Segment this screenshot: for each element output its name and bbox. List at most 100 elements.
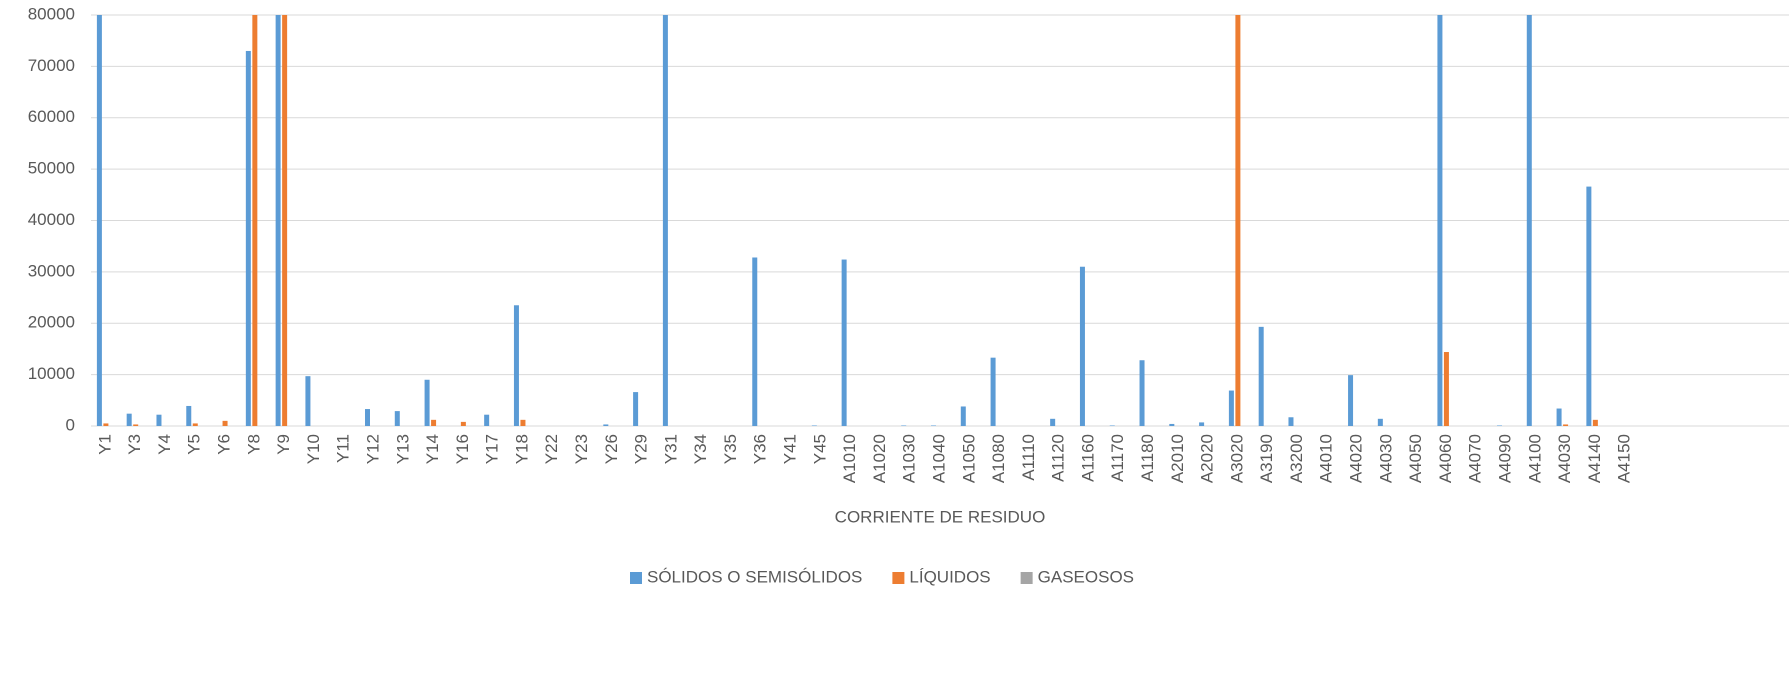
x-tick-label: A3190 <box>1257 434 1276 483</box>
x-tick-label: Y22 <box>542 434 561 464</box>
bar <box>1288 417 1294 426</box>
x-tick-label: A4090 <box>1495 434 1514 483</box>
bar <box>931 425 936 426</box>
legend-swatch <box>630 572 642 584</box>
bar <box>245 50 251 427</box>
x-tick-label: A1170 <box>1108 434 1127 482</box>
x-tick-label: A1180 <box>1138 434 1157 482</box>
legend-label: GASEOSOS <box>1038 567 1134 586</box>
legend-label: SÓLIDOS O SEMISÓLIDOS <box>647 567 862 586</box>
bar <box>1497 425 1502 426</box>
bar <box>1592 419 1598 426</box>
x-tick-label: Y10 <box>304 434 323 464</box>
x-tick-label: A4070 <box>1466 434 1485 483</box>
x-tick-label: Y45 <box>810 434 829 464</box>
x-tick-label: A4030 <box>1376 434 1395 483</box>
bar <box>1079 266 1085 426</box>
bar <box>662 15 668 426</box>
x-tick-label: A4140 <box>1585 434 1604 483</box>
bar <box>841 259 847 426</box>
bar <box>1258 326 1264 426</box>
x-tick-label: A1050 <box>959 434 978 483</box>
x-tick-label: A4030 <box>1555 434 1574 483</box>
x-tick-label: Y31 <box>661 434 680 464</box>
bar <box>603 424 609 426</box>
bar <box>960 406 966 426</box>
bar <box>186 405 192 426</box>
bar <box>513 305 519 426</box>
bar <box>305 376 311 426</box>
bar <box>520 419 526 426</box>
x-tick-label: A4010 <box>1317 434 1336 483</box>
bar <box>1443 352 1449 426</box>
bar <box>901 425 907 426</box>
x-tick-label: Y9 <box>274 434 293 455</box>
legend-swatch <box>1020 572 1033 584</box>
bar <box>1139 360 1145 426</box>
y-tick-label: 0 <box>66 415 75 434</box>
x-tick-label: Y3 <box>125 434 144 455</box>
x-tick-label: Y36 <box>751 434 770 464</box>
x-tick-label: Y1 <box>95 434 114 455</box>
bar <box>1169 423 1175 426</box>
x-tick-label: Y26 <box>602 434 621 464</box>
x-tick-label: Y18 <box>512 434 531 464</box>
bar <box>156 414 162 426</box>
x-tick-label: A1160 <box>1078 434 1097 482</box>
x-tick-label: Y5 <box>185 434 204 455</box>
bar <box>990 357 996 426</box>
bar <box>96 15 102 426</box>
y-tick-label: 20000 <box>28 313 75 332</box>
x-tick-label: A4060 <box>1436 434 1455 483</box>
bar <box>282 15 288 426</box>
bar <box>192 423 198 426</box>
bar <box>1437 15 1443 426</box>
x-tick-label: A4050 <box>1406 434 1425 483</box>
y-tick-label: 60000 <box>28 107 75 126</box>
bar <box>811 425 817 426</box>
bar <box>133 424 139 426</box>
bar <box>1235 15 1241 426</box>
x-tick-label: A4100 <box>1525 434 1544 483</box>
x-tick-label: A1120 <box>1049 434 1068 482</box>
x-tick-label: Y12 <box>363 434 382 464</box>
x-tick-label: Y17 <box>483 434 502 464</box>
bar <box>1563 424 1569 426</box>
bar <box>752 257 758 426</box>
x-tick-label: Y29 <box>632 434 651 464</box>
bar <box>1586 186 1592 426</box>
bar <box>222 420 228 426</box>
bar <box>431 419 437 426</box>
x-tick-label: Y6 <box>215 434 234 455</box>
bar <box>103 423 109 426</box>
x-tick-label: A2020 <box>1198 434 1217 483</box>
x-tick-label: Y35 <box>721 434 740 464</box>
bar <box>252 15 258 426</box>
bar <box>126 413 132 426</box>
bar <box>1377 418 1383 426</box>
bar <box>1526 15 1532 426</box>
bar <box>1348 375 1354 426</box>
x-tick-label: Y4 <box>155 434 174 455</box>
x-tick-label: A1010 <box>840 434 859 483</box>
bar <box>424 379 430 426</box>
x-tick-label: Y41 <box>781 434 800 464</box>
y-tick-label: 50000 <box>28 159 75 178</box>
x-tick-label: Y11 <box>334 434 353 463</box>
x-tick-label: A4020 <box>1347 434 1366 483</box>
bar <box>484 414 490 426</box>
bar <box>1109 425 1115 426</box>
x-tick-label: A2010 <box>1168 434 1187 483</box>
bar <box>1228 390 1234 426</box>
y-tick-label: 40000 <box>28 210 75 229</box>
bars <box>96 15 1598 427</box>
x-tick-label: Y14 <box>423 434 442 464</box>
x-tick-label: A1110 <box>1019 434 1038 481</box>
x-tick-label: A1020 <box>870 434 889 483</box>
x-tick-label: Y23 <box>572 434 591 464</box>
bar <box>1556 408 1562 426</box>
y-tick-label: 30000 <box>28 261 75 280</box>
bar <box>365 409 370 426</box>
x-tick-label: A1030 <box>900 434 919 483</box>
